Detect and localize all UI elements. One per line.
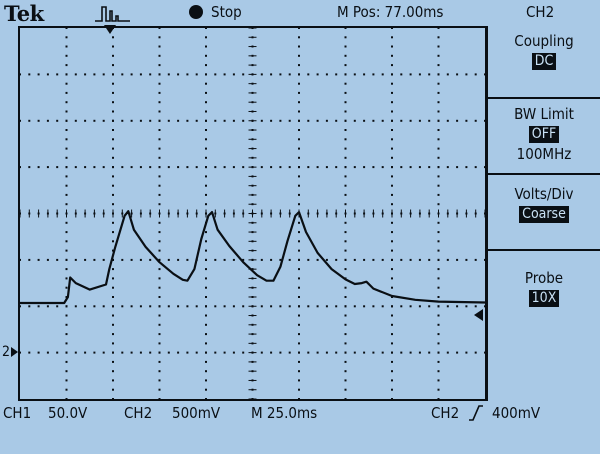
menu-coupling[interactable]: Coupling DC <box>488 26 600 99</box>
channel-ground-marker-label: 2 <box>2 344 11 360</box>
bottom-status-bar: CH1 50.0V CH2 500mV M 25.0ms CH2 400mV <box>0 401 600 425</box>
trigger-pulse-icon <box>95 6 130 22</box>
menu-volts-div-title: Volts/Div <box>514 185 574 203</box>
ch1-scale: 50.0V <box>48 404 88 422</box>
ch2-label: CH2 <box>124 404 153 422</box>
horizontal-position: M Pos: 77.00ms <box>337 3 444 21</box>
trigger-level-marker-icon <box>474 309 483 321</box>
top-status-bar: Tek Stop M Pos: 77.00ms CH2 <box>0 0 600 26</box>
menu-probe-title: Probe <box>524 269 564 287</box>
timebase: M 25.0ms <box>251 404 318 422</box>
ch2-scale: 500mV <box>172 404 221 422</box>
menu-probe[interactable]: Probe 10X <box>488 251 600 327</box>
active-channel: CH2 <box>526 3 555 21</box>
rising-slope-icon <box>469 405 483 421</box>
ch2-waveform-trace <box>18 210 487 305</box>
menu-coupling-title: Coupling <box>514 32 574 50</box>
grid <box>19 27 486 400</box>
brand-logo: Tek <box>4 1 44 26</box>
channel-menu: Coupling DC BW Limit OFF 100MHz Volts/Di… <box>486 26 600 401</box>
menu-volts-div-value: Coarse <box>519 206 569 223</box>
menu-coupling-value: DC <box>531 53 557 70</box>
trigger-level: 400mV <box>492 404 541 422</box>
menu-bw-limit-extra: 100MHz <box>516 145 572 163</box>
stop-dot-icon <box>189 5 203 19</box>
menu-bw-limit[interactable]: BW Limit OFF 100MHz <box>488 99 600 175</box>
run-state: Stop <box>211 3 242 21</box>
ch1-label: CH1 <box>3 404 32 422</box>
trigger-position-marker-icon <box>104 25 116 34</box>
menu-probe-value: 10X <box>528 290 560 307</box>
menu-bw-limit-title: BW Limit <box>514 105 574 123</box>
menu-volts-div[interactable]: Volts/Div Coarse <box>488 175 600 251</box>
trigger-source: CH2 <box>431 404 460 422</box>
channel-ground-marker-icon <box>11 347 18 357</box>
menu-bw-limit-value: OFF <box>528 126 560 143</box>
